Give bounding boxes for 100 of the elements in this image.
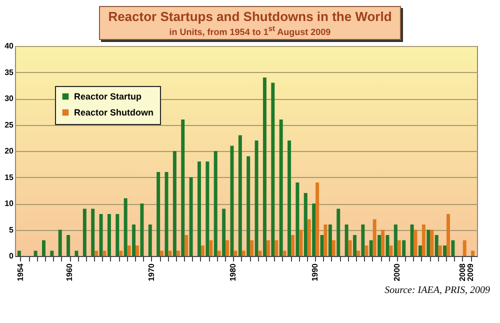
bar bbox=[443, 246, 447, 256]
chart-subtitle: in Units, from 1954 to 1$^{st}$ August 2009 bbox=[168, 24, 332, 37]
bar bbox=[402, 240, 406, 256]
bar bbox=[279, 120, 283, 256]
bar bbox=[356, 250, 360, 256]
bar bbox=[353, 235, 356, 256]
bar bbox=[250, 240, 254, 256]
bar bbox=[361, 224, 365, 256]
bar bbox=[242, 250, 246, 256]
bar bbox=[418, 246, 422, 256]
bar bbox=[132, 224, 136, 256]
bar bbox=[394, 224, 398, 256]
bar bbox=[34, 250, 38, 256]
bar bbox=[282, 250, 286, 256]
bar bbox=[168, 250, 172, 256]
bar bbox=[116, 214, 120, 256]
bar bbox=[107, 214, 111, 256]
bar bbox=[198, 162, 201, 256]
bar bbox=[136, 246, 139, 256]
bar bbox=[262, 78, 266, 256]
bar bbox=[127, 246, 131, 256]
y-tick-label: 0 bbox=[9, 252, 14, 260]
bar bbox=[304, 193, 308, 256]
y-tick-label: 35 bbox=[4, 68, 14, 77]
bar bbox=[364, 246, 368, 256]
bar bbox=[397, 240, 401, 256]
bar bbox=[148, 224, 152, 256]
bar bbox=[246, 156, 250, 256]
bar bbox=[206, 162, 210, 256]
bar bbox=[160, 250, 164, 256]
bar bbox=[172, 151, 176, 256]
bar bbox=[230, 146, 234, 256]
bar bbox=[430, 230, 434, 256]
bar bbox=[462, 240, 466, 256]
bar bbox=[426, 230, 430, 256]
bar bbox=[156, 172, 160, 256]
bar bbox=[438, 246, 442, 256]
bar bbox=[320, 235, 324, 256]
chart-title: Reactor Startups and Shutdowns in the World bbox=[108, 9, 392, 24]
source-note: Source: IAEA, PRIS, 2009 bbox=[384, 285, 491, 296]
bar bbox=[312, 204, 316, 256]
y-tick-label: 25 bbox=[4, 120, 14, 130]
bar bbox=[389, 246, 393, 256]
bar bbox=[189, 177, 193, 256]
y-tick-label: 40 bbox=[4, 42, 14, 50]
bar bbox=[181, 120, 185, 256]
bar bbox=[266, 240, 270, 256]
bar bbox=[410, 224, 414, 256]
bar bbox=[274, 240, 278, 256]
bar bbox=[414, 230, 418, 256]
bar bbox=[258, 250, 262, 256]
bar bbox=[316, 182, 320, 256]
legend-label: Reactor Startup bbox=[74, 92, 142, 102]
x-tick-label: 2009 bbox=[466, 262, 476, 282]
bar bbox=[91, 208, 95, 256]
bar bbox=[217, 250, 221, 256]
bar bbox=[307, 219, 311, 256]
bar bbox=[471, 250, 475, 256]
bar bbox=[140, 204, 144, 256]
x-tick-label: 2008 bbox=[458, 262, 467, 282]
bar bbox=[66, 235, 70, 256]
bar bbox=[291, 235, 294, 256]
y-tick-label: 20 bbox=[4, 146, 14, 156]
bar bbox=[422, 224, 426, 256]
bar bbox=[200, 246, 204, 256]
x-tick-label: 1954 bbox=[16, 262, 25, 282]
bar bbox=[254, 140, 258, 256]
bar bbox=[372, 219, 376, 256]
bar bbox=[381, 230, 385, 256]
bar bbox=[288, 140, 292, 256]
bar bbox=[348, 240, 352, 256]
bar bbox=[332, 240, 336, 256]
bar bbox=[50, 250, 54, 256]
y-tick-label: 30 bbox=[4, 94, 14, 103]
bar bbox=[386, 235, 390, 256]
bar bbox=[102, 250, 106, 256]
bar bbox=[434, 235, 438, 256]
bar bbox=[209, 240, 213, 256]
bar bbox=[176, 250, 180, 256]
bar bbox=[184, 235, 188, 256]
bar bbox=[94, 250, 98, 256]
bar bbox=[296, 182, 300, 256]
bar bbox=[226, 240, 230, 256]
y-tick-label: 10 bbox=[4, 199, 14, 208]
bar bbox=[82, 208, 86, 256]
x-tick-label: 1980 bbox=[228, 262, 238, 282]
bar bbox=[42, 240, 46, 256]
bar bbox=[344, 224, 348, 256]
bar bbox=[238, 135, 242, 256]
bar bbox=[99, 214, 103, 256]
legend-label: Reactor Shutdown bbox=[74, 108, 154, 118]
bar bbox=[214, 151, 218, 256]
bar bbox=[446, 214, 450, 256]
bar bbox=[222, 208, 226, 256]
bar bbox=[58, 230, 62, 256]
bar bbox=[378, 235, 382, 256]
bar bbox=[369, 240, 373, 256]
x-tick-label: 1970 bbox=[146, 262, 156, 282]
bar bbox=[299, 230, 303, 256]
x-tick-label: 1990 bbox=[310, 262, 320, 282]
